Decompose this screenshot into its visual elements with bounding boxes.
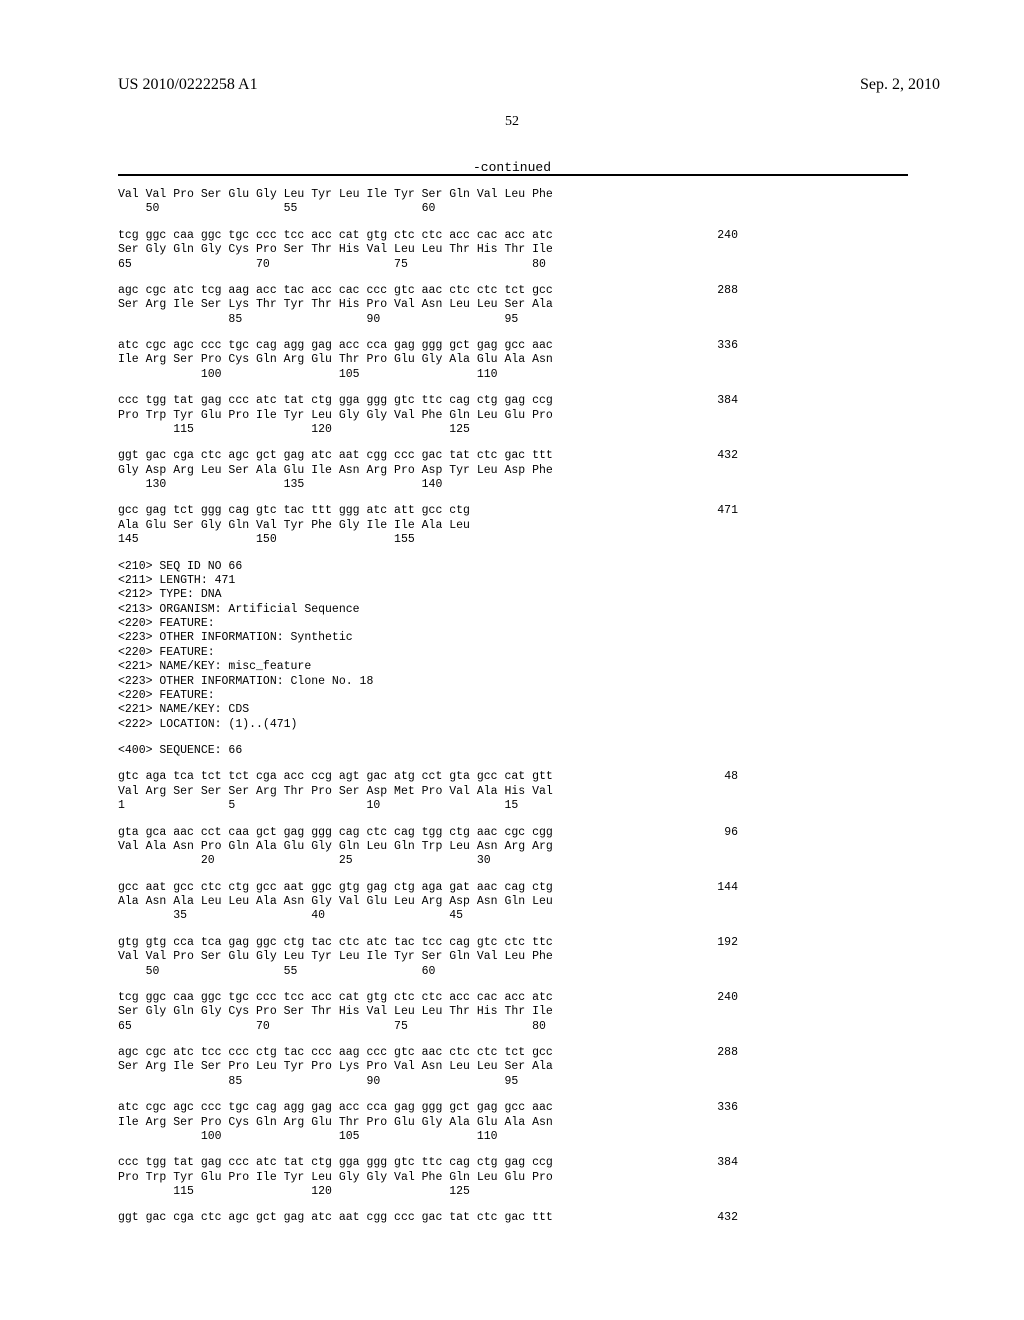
sequence-block: gcc aat gcc ctc ctg gcc aat ggc gtg gag … (118, 881, 908, 924)
base-count: 48 (724, 770, 738, 784)
position-row: 100 105 110 (118, 1130, 908, 1144)
sequence-block: agc cgc atc tcc ccc ctg tac ccc aag ccc … (118, 1046, 908, 1089)
metadata-line: <211> LENGTH: 471 (118, 574, 908, 588)
sequence-label: <400> SEQUENCE: 66 (118, 744, 908, 758)
amino-acid-row: Ala Asn Ala Leu Leu Ala Asn Gly Val Glu … (118, 895, 908, 909)
sequence-block: ccc tgg tat gag ccc atc tat ctg gga ggg … (118, 394, 908, 437)
base-count: 336 (717, 1101, 738, 1115)
publication-number: US 2010/0222258 A1 (118, 76, 258, 94)
nucleotide-row: atc cgc agc ccc tgc cag agg gag acc cca … (118, 1101, 908, 1115)
nucleotide-row: agc cgc atc tcg aag acc tac acc cac ccc … (118, 284, 908, 298)
base-count: 144 (717, 881, 738, 895)
metadata-line: <223> OTHER INFORMATION: Synthetic (118, 631, 908, 645)
horizontal-rule (118, 174, 908, 176)
position-row: 65 70 75 80 (118, 1020, 908, 1034)
sequence-block: atc cgc agc ccc tgc cag agg gag acc cca … (118, 339, 908, 382)
position-row: 50 55 60 (118, 965, 908, 979)
metadata-line: <220> FEATURE: (118, 646, 908, 660)
base-count: 432 (717, 449, 738, 463)
position-row: 100 105 110 (118, 368, 908, 382)
position-row: 115 120 125 (118, 1185, 908, 1199)
position-row: 130 135 140 (118, 478, 908, 492)
sequence-block: Val Val Pro Ser Glu Gly Leu Tyr Leu Ile … (118, 188, 908, 217)
position-row: 85 90 95 (118, 313, 908, 327)
amino-acid-row: Val Arg Ser Ser Ser Arg Thr Pro Ser Asp … (118, 785, 908, 799)
metadata-line: <220> FEATURE: (118, 689, 908, 703)
nucleotide-row: gta gca aac cct caa gct gag ggg cag ctc … (118, 826, 908, 840)
base-count: 240 (717, 991, 738, 1005)
nucleotide-row: ggt gac cga ctc agc gct gag atc aat cgg … (118, 1211, 908, 1225)
position-row: 1 5 10 15 (118, 799, 908, 813)
nucleotide-row: gcc aat gcc ctc ctg gcc aat ggc gtg gag … (118, 881, 908, 895)
nucleotide-row: agc cgc atc tcc ccc ctg tac ccc aag ccc … (118, 1046, 908, 1060)
sequence-block: gtc aga tca tct tct cga acc ccg agt gac … (118, 770, 908, 813)
metadata-line: <221> NAME/KEY: misc_feature (118, 660, 908, 674)
metadata-line: <222> LOCATION: (1)..(471) (118, 718, 908, 732)
base-count: 96 (724, 826, 738, 840)
sequence-block: tcg ggc caa ggc tgc ccc tcc acc cat gtg … (118, 991, 908, 1034)
amino-acid-row: Pro Trp Tyr Glu Pro Ile Tyr Leu Gly Gly … (118, 409, 908, 423)
nucleotide-row: gcc gag tct ggg cag gtc tac ttt ggg atc … (118, 504, 908, 518)
amino-acid-row: Ser Gly Gln Gly Cys Pro Ser Thr His Val … (118, 243, 908, 257)
position-row: 85 90 95 (118, 1075, 908, 1089)
base-count: 288 (717, 1046, 738, 1060)
nucleotide-row: tcg ggc caa ggc tgc ccc tcc acc cat gtg … (118, 229, 908, 243)
base-count: 288 (717, 284, 738, 298)
sequence-block: gta gca aac cct caa gct gag ggg cag ctc … (118, 826, 908, 869)
nucleotide-row: ccc tgg tat gag ccc atc tat ctg gga ggg … (118, 1156, 908, 1170)
nucleotide-row: gtc aga tca tct tct cga acc ccg agt gac … (118, 770, 908, 784)
position-row: 20 25 30 (118, 854, 908, 868)
sequence-listing: Val Val Pro Ser Glu Gly Leu Tyr Leu Ile … (118, 188, 908, 1238)
base-count: 432 (717, 1211, 738, 1225)
nucleotide-row: ggt gac cga ctc agc gct gag atc aat cgg … (118, 449, 908, 463)
nucleotide-row: tcg ggc caa ggc tgc ccc tcc acc cat gtg … (118, 991, 908, 1005)
position-row: 145 150 155 (118, 533, 908, 547)
page-number: 52 (0, 114, 1024, 130)
amino-acid-row: Gly Asp Arg Leu Ser Ala Glu Ile Asn Arg … (118, 464, 908, 478)
amino-acid-row: Ile Arg Ser Pro Cys Gln Arg Glu Thr Pro … (118, 353, 908, 367)
base-count: 240 (717, 229, 738, 243)
page: US 2010/0222258 A1 Sep. 2, 2010 52 -cont… (0, 0, 1024, 1320)
base-count: 336 (717, 339, 738, 353)
metadata-line: <220> FEATURE: (118, 617, 908, 631)
base-count: 192 (717, 936, 738, 950)
sequence-block: ggt gac cga ctc agc gct gag atc aat cgg … (118, 1211, 908, 1225)
position-row: 50 55 60 (118, 202, 908, 216)
publication-date: Sep. 2, 2010 (860, 76, 940, 94)
metadata-line: <213> ORGANISM: Artificial Sequence (118, 603, 908, 617)
sequence-metadata: <210> SEQ ID NO 66<211> LENGTH: 471<212>… (118, 560, 908, 733)
position-row: 65 70 75 80 (118, 258, 908, 272)
sequence-block: gcc gag tct ggg cag gtc tac ttt ggg atc … (118, 504, 908, 547)
position-row: 35 40 45 (118, 909, 908, 923)
sequence-block: ccc tgg tat gag ccc atc tat ctg gga ggg … (118, 1156, 908, 1199)
position-row: 115 120 125 (118, 423, 908, 437)
amino-acid-row: Pro Trp Tyr Glu Pro Ile Tyr Leu Gly Gly … (118, 1171, 908, 1185)
sequence-block: atc cgc agc ccc tgc cag agg gag acc cca … (118, 1101, 908, 1144)
amino-acid-row: Ser Gly Gln Gly Cys Pro Ser Thr His Val … (118, 1005, 908, 1019)
amino-acid-row: Ile Arg Ser Pro Cys Gln Arg Glu Thr Pro … (118, 1116, 908, 1130)
nucleotide-row: gtg gtg cca tca gag ggc ctg tac ctc atc … (118, 936, 908, 950)
amino-acid-row: Val Ala Asn Pro Gln Ala Glu Gly Gln Leu … (118, 840, 908, 854)
base-count: 384 (717, 1156, 738, 1170)
amino-acid-row: Ser Arg Ile Ser Lys Thr Tyr Thr His Pro … (118, 298, 908, 312)
sequence-block: tcg ggc caa ggc tgc ccc tcc acc cat gtg … (118, 229, 908, 272)
metadata-line: <212> TYPE: DNA (118, 588, 908, 602)
metadata-line: <210> SEQ ID NO 66 (118, 560, 908, 574)
base-count: 384 (717, 394, 738, 408)
sequence-block: ggt gac cga ctc agc gct gag atc aat cgg … (118, 449, 908, 492)
nucleotide-row: ccc tgg tat gag ccc atc tat ctg gga ggg … (118, 394, 908, 408)
sequence-block: agc cgc atc tcg aag acc tac acc cac ccc … (118, 284, 908, 327)
amino-acid-row: Val Val Pro Ser Glu Gly Leu Tyr Leu Ile … (118, 950, 908, 964)
metadata-line: <223> OTHER INFORMATION: Clone No. 18 (118, 675, 908, 689)
amino-acid-row: Ser Arg Ile Ser Pro Leu Tyr Pro Lys Pro … (118, 1060, 908, 1074)
metadata-line: <221> NAME/KEY: CDS (118, 703, 908, 717)
nucleotide-row: atc cgc agc ccc tgc cag agg gag acc cca … (118, 339, 908, 353)
continued-label: -continued (0, 160, 1024, 175)
base-count: 471 (717, 504, 738, 518)
sequence-block: gtg gtg cca tca gag ggc ctg tac ctc atc … (118, 936, 908, 979)
amino-acid-row: Val Val Pro Ser Glu Gly Leu Tyr Leu Ile … (118, 188, 908, 202)
amino-acid-row: Ala Glu Ser Gly Gln Val Tyr Phe Gly Ile … (118, 519, 908, 533)
